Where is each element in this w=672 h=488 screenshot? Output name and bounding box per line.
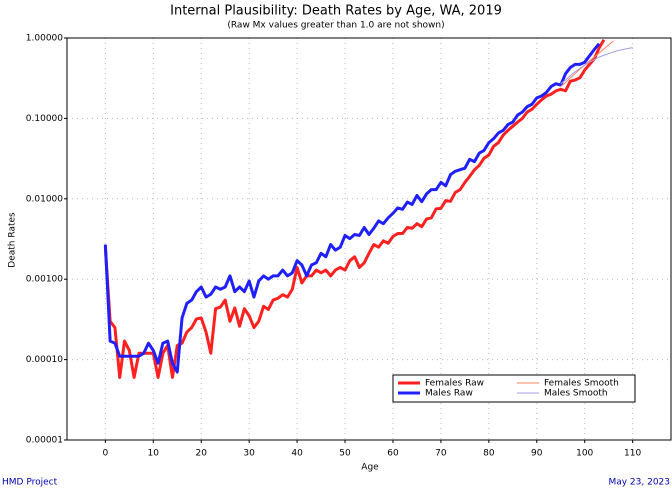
x-tick-label: 10 — [148, 449, 160, 459]
y-tick-label: 0.01000 — [26, 194, 63, 204]
legend-label: Females Smooth — [544, 379, 619, 389]
x-tick-label: 60 — [387, 449, 399, 459]
x-tick-label: 70 — [435, 449, 447, 459]
chart-title: Internal Plausibility: Death Rates by Ag… — [170, 4, 502, 19]
x-axis-label: Age — [361, 463, 379, 473]
x-tick-label: 0 — [102, 449, 108, 459]
y-tick-label: 0.00001 — [26, 436, 63, 446]
y-tick-label: 0.00010 — [26, 355, 63, 365]
chart-subtitle: (Raw Mx values greater than 1.0 are not … — [227, 21, 444, 31]
series-line — [560, 47, 633, 85]
y-tick-label: 0.00100 — [26, 275, 63, 285]
x-tick-label: 90 — [531, 449, 543, 459]
series-line — [560, 40, 614, 87]
footer-left: HMD Project — [2, 478, 58, 488]
x-tick-label: 20 — [195, 449, 207, 459]
x-tick-label: 100 — [576, 449, 593, 459]
y-tick-label: 1.00000 — [26, 34, 63, 44]
series-line — [103, 42, 601, 374]
legend-label: Males Raw — [425, 389, 473, 399]
legend-box — [392, 374, 636, 403]
x-tick-label: 80 — [483, 449, 495, 459]
legend-label: Males Smooth — [544, 389, 608, 399]
series-line — [103, 39, 606, 379]
x-tick-label: 110 — [624, 449, 641, 459]
footer-right: May 23, 2023 — [608, 478, 670, 488]
x-tick-label: 30 — [243, 449, 255, 459]
legend-label: Females Raw — [425, 379, 484, 389]
plot-frame — [66, 37, 672, 441]
y-tick-label: 0.10000 — [26, 114, 63, 124]
plot-lines — [103, 39, 633, 379]
y-axis-label: Death Rates — [8, 212, 18, 268]
x-tick-label: 40 — [291, 449, 303, 459]
x-tick-label: 50 — [339, 449, 351, 459]
